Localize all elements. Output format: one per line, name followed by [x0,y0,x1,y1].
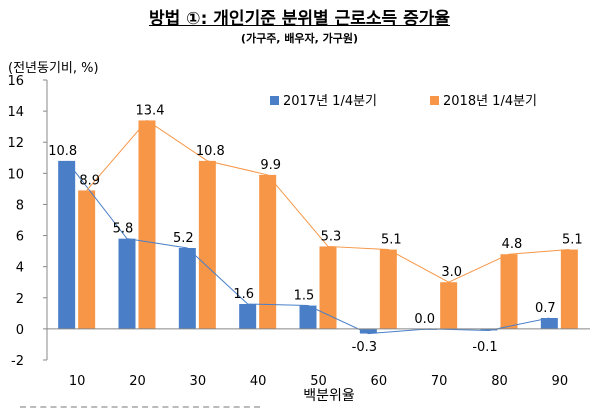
data-labels: 10.8 5.8 5.2 1.6 1.5 -0.3 0.0 -0.1 0.7 8.9 13.4 10.… [48,103,582,354]
data-label: 8.9 [79,173,100,188]
bar [178,248,196,329]
bar [138,120,156,329]
data-label: 10.8 [48,144,77,159]
x-tick-label: 60 [371,374,388,389]
x-tick-labels: 10 20 30 40 50 60 70 80 90 [69,374,568,389]
bar [319,246,337,329]
x-tick-label: 90 [552,374,569,389]
series-line [66,160,550,335]
bar [540,318,558,329]
chart-subtitle: (가구주, 배우자, 가구원) [240,32,359,45]
data-label: 5.1 [381,233,402,248]
x-tick-label: 40 [250,374,267,389]
data-label: 5.8 [113,222,134,237]
data-label: 10.8 [196,144,225,159]
data-label: -0.1 [472,340,497,355]
legend-label: 2018년 1/4분기 [443,94,537,109]
x-tick-label: 80 [491,374,508,389]
data-label: 5.3 [321,229,342,244]
bar [440,282,458,329]
bar [259,174,277,329]
data-label: 1.6 [233,287,254,302]
data-label: 4.8 [502,237,523,252]
y-tick-label: 4 [16,261,24,276]
chart-title: 방법 ①: 개인기준 분위별 근로소득 증가율 [148,9,451,29]
bar [560,249,578,329]
x-tick-label: 10 [69,374,86,389]
bottom-divider [20,406,260,414]
y-tick-labels: -2 0 2 4 6 8 10 12 14 16 [7,74,47,369]
data-label: 0.7 [535,301,556,316]
y-tick-label: 8 [16,198,24,213]
legend-swatch [430,96,439,105]
data-label: 5.1 [562,233,583,248]
bar [299,305,317,329]
bar [198,160,216,329]
legend-swatch [270,96,279,105]
legend: 2017년 1/4분기 2018년 1/4분기 [270,94,537,109]
data-label: -0.3 [352,340,377,355]
data-label: 5.2 [173,231,194,246]
series-line [86,119,570,283]
x-axis-label: 백분위율 [303,388,355,404]
data-label: 0.0 [414,312,435,327]
x-tick-label: 30 [190,374,207,389]
data-label: 13.4 [136,103,165,118]
y-axis-label: (전년동기비, %) [8,61,99,76]
bar [118,238,136,329]
bar [58,160,76,329]
trend-lines [66,119,570,335]
y-tick-label: -2 [11,354,24,369]
y-tick-label: 16 [7,74,24,89]
x-tick-label: 50 [310,374,327,389]
y-tick-label: 14 [7,105,24,120]
bar [480,328,498,331]
y-tick-label: 10 [7,167,24,182]
data-label: 3.0 [441,265,462,280]
bars [58,120,578,334]
legend-label: 2017년 1/4분기 [283,94,377,109]
y-tick-label: 2 [16,292,24,307]
bar [359,328,377,334]
data-label: 9.9 [260,158,281,173]
bar [78,190,96,329]
y-tick-label: 12 [7,136,24,151]
y-tick-label: 6 [16,230,24,245]
bar [239,304,257,329]
x-tick-label: 20 [129,374,146,389]
data-label: 1.5 [294,289,315,304]
bar [379,249,397,329]
x-tick-label: 70 [431,374,448,389]
bar [500,254,518,329]
y-tick-label: 0 [16,323,24,338]
